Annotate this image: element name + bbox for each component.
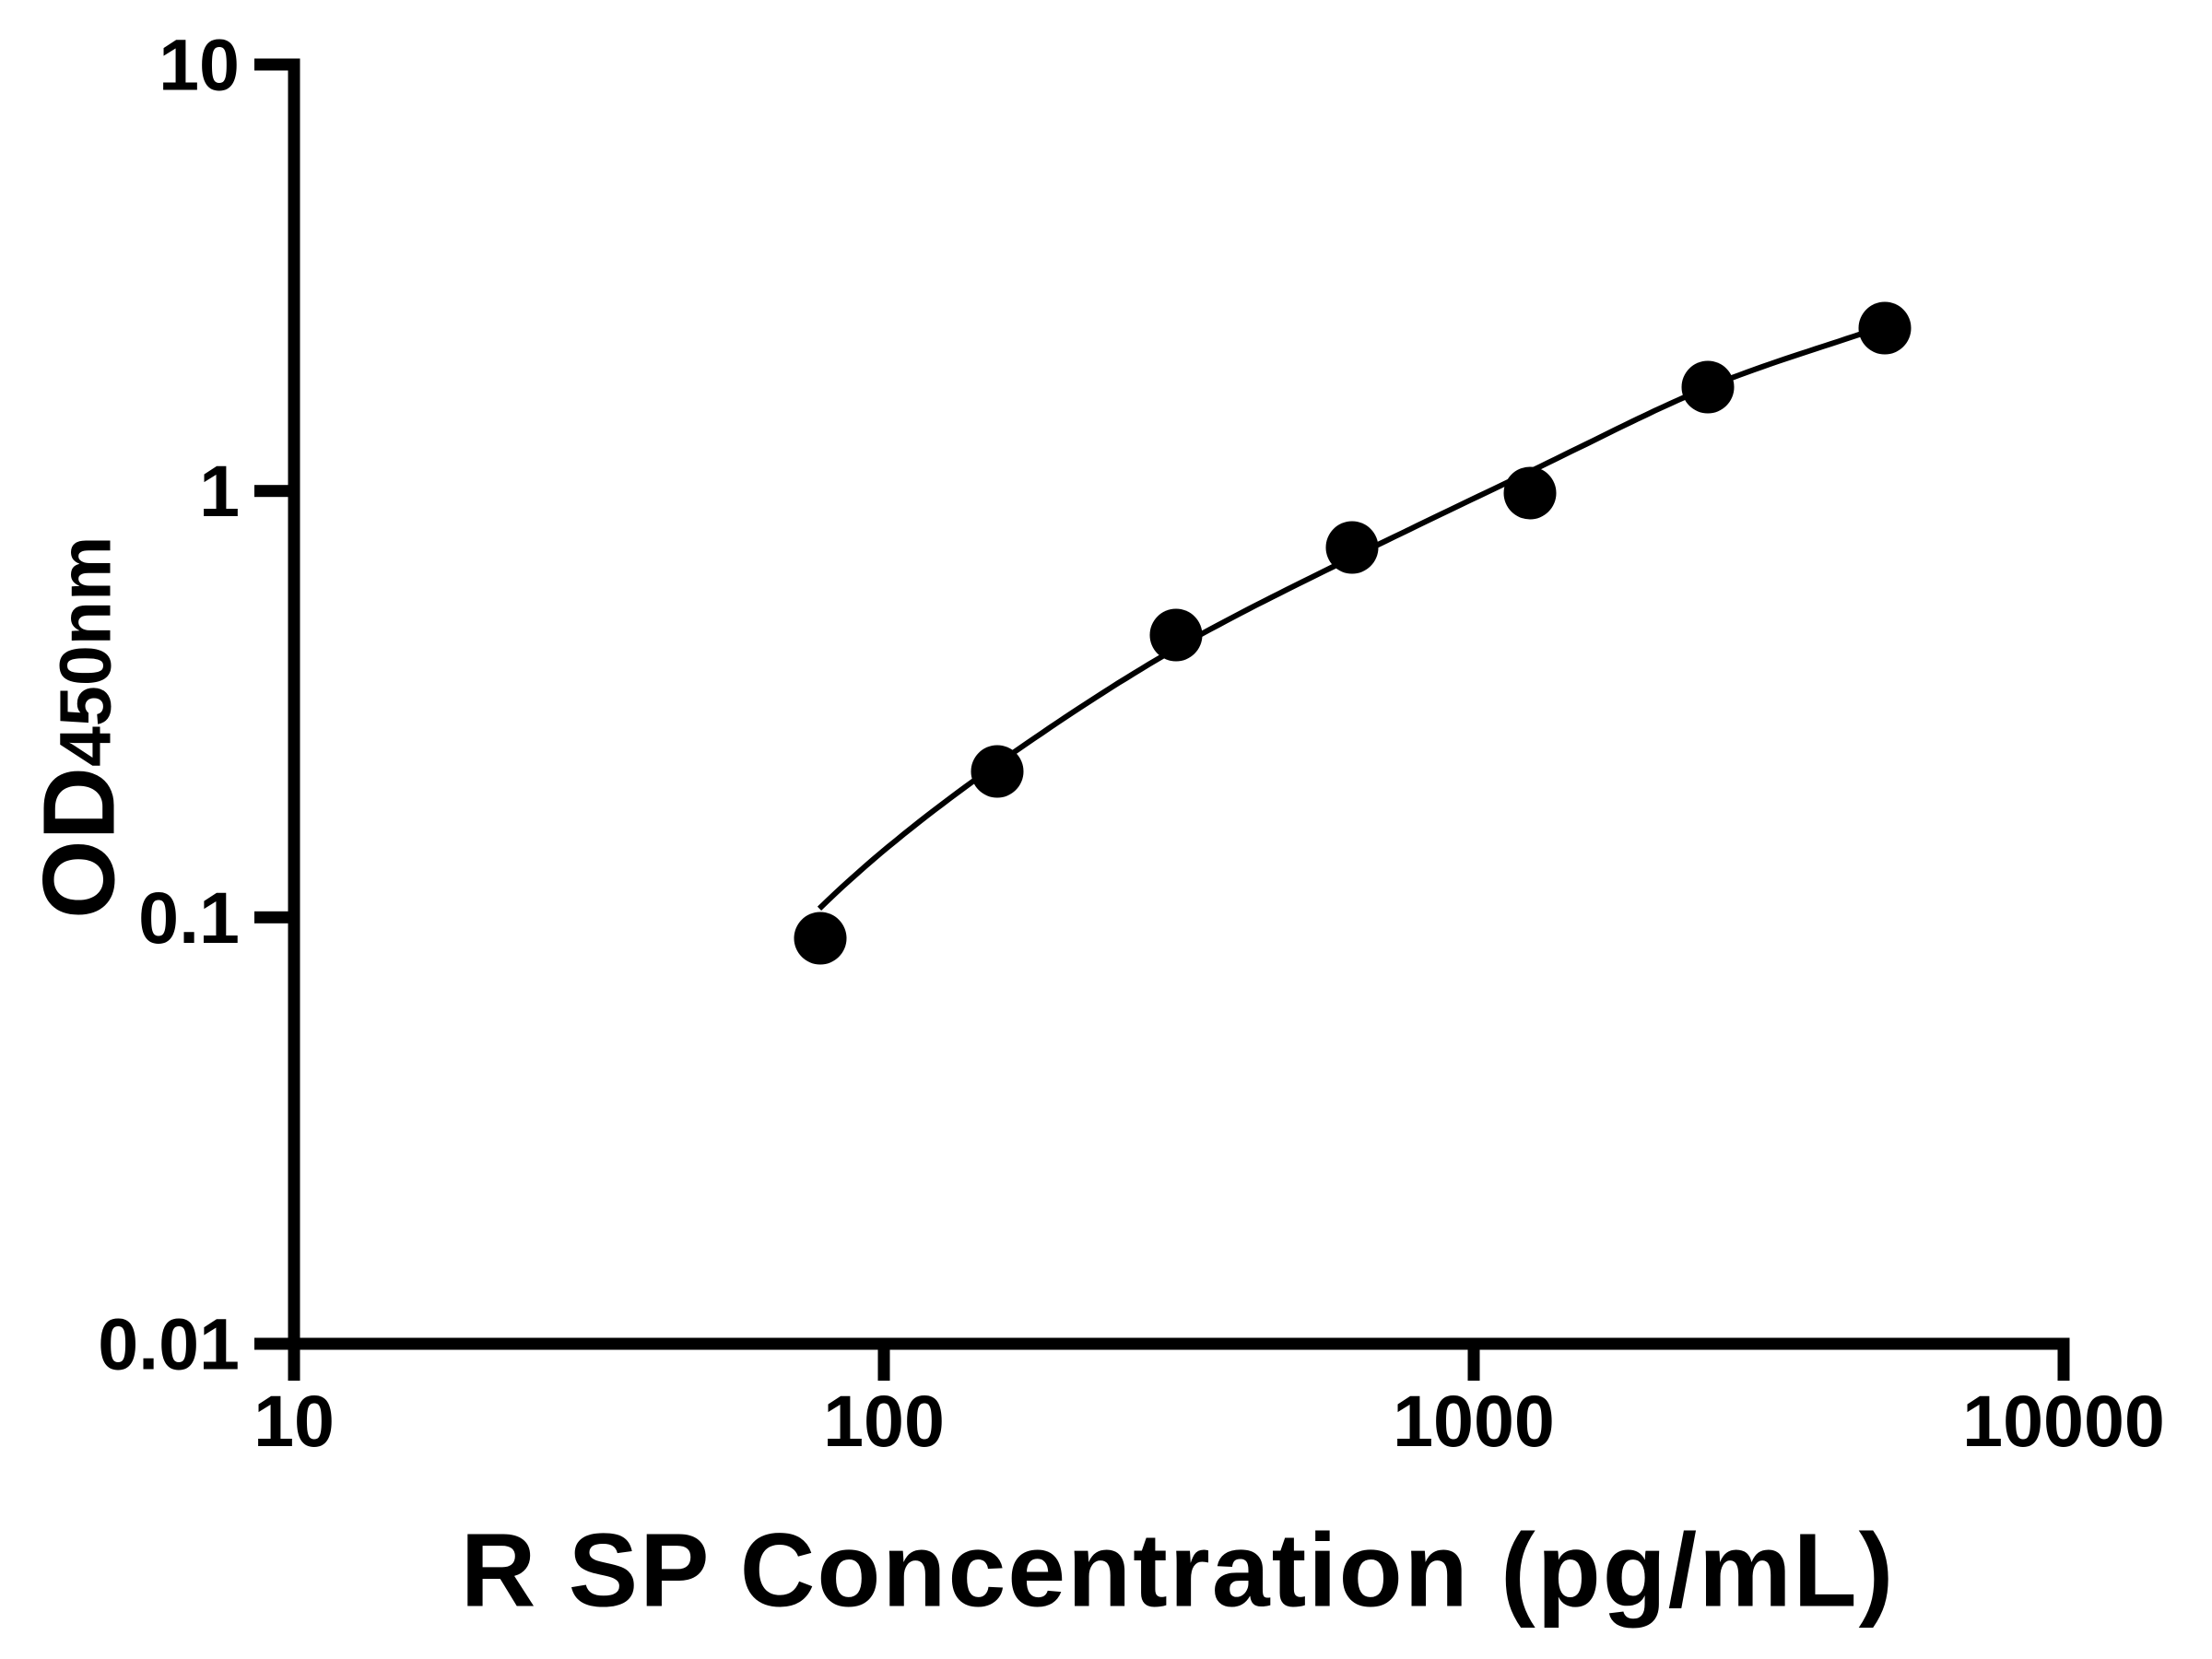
- svg-text:0.01: 0.01: [98, 1303, 240, 1385]
- svg-text:100: 100: [823, 1380, 945, 1462]
- svg-text:1: 1: [199, 450, 240, 532]
- svg-text:1000: 1000: [1393, 1380, 1555, 1462]
- svg-text:10000: 10000: [1962, 1380, 2165, 1462]
- svg-text:10: 10: [253, 1380, 335, 1462]
- svg-text:0.1: 0.1: [138, 877, 240, 959]
- svg-text:R SP Concentration (pg/mL): R SP Concentration (pg/mL): [461, 1512, 1896, 1629]
- svg-text:10: 10: [159, 24, 240, 106]
